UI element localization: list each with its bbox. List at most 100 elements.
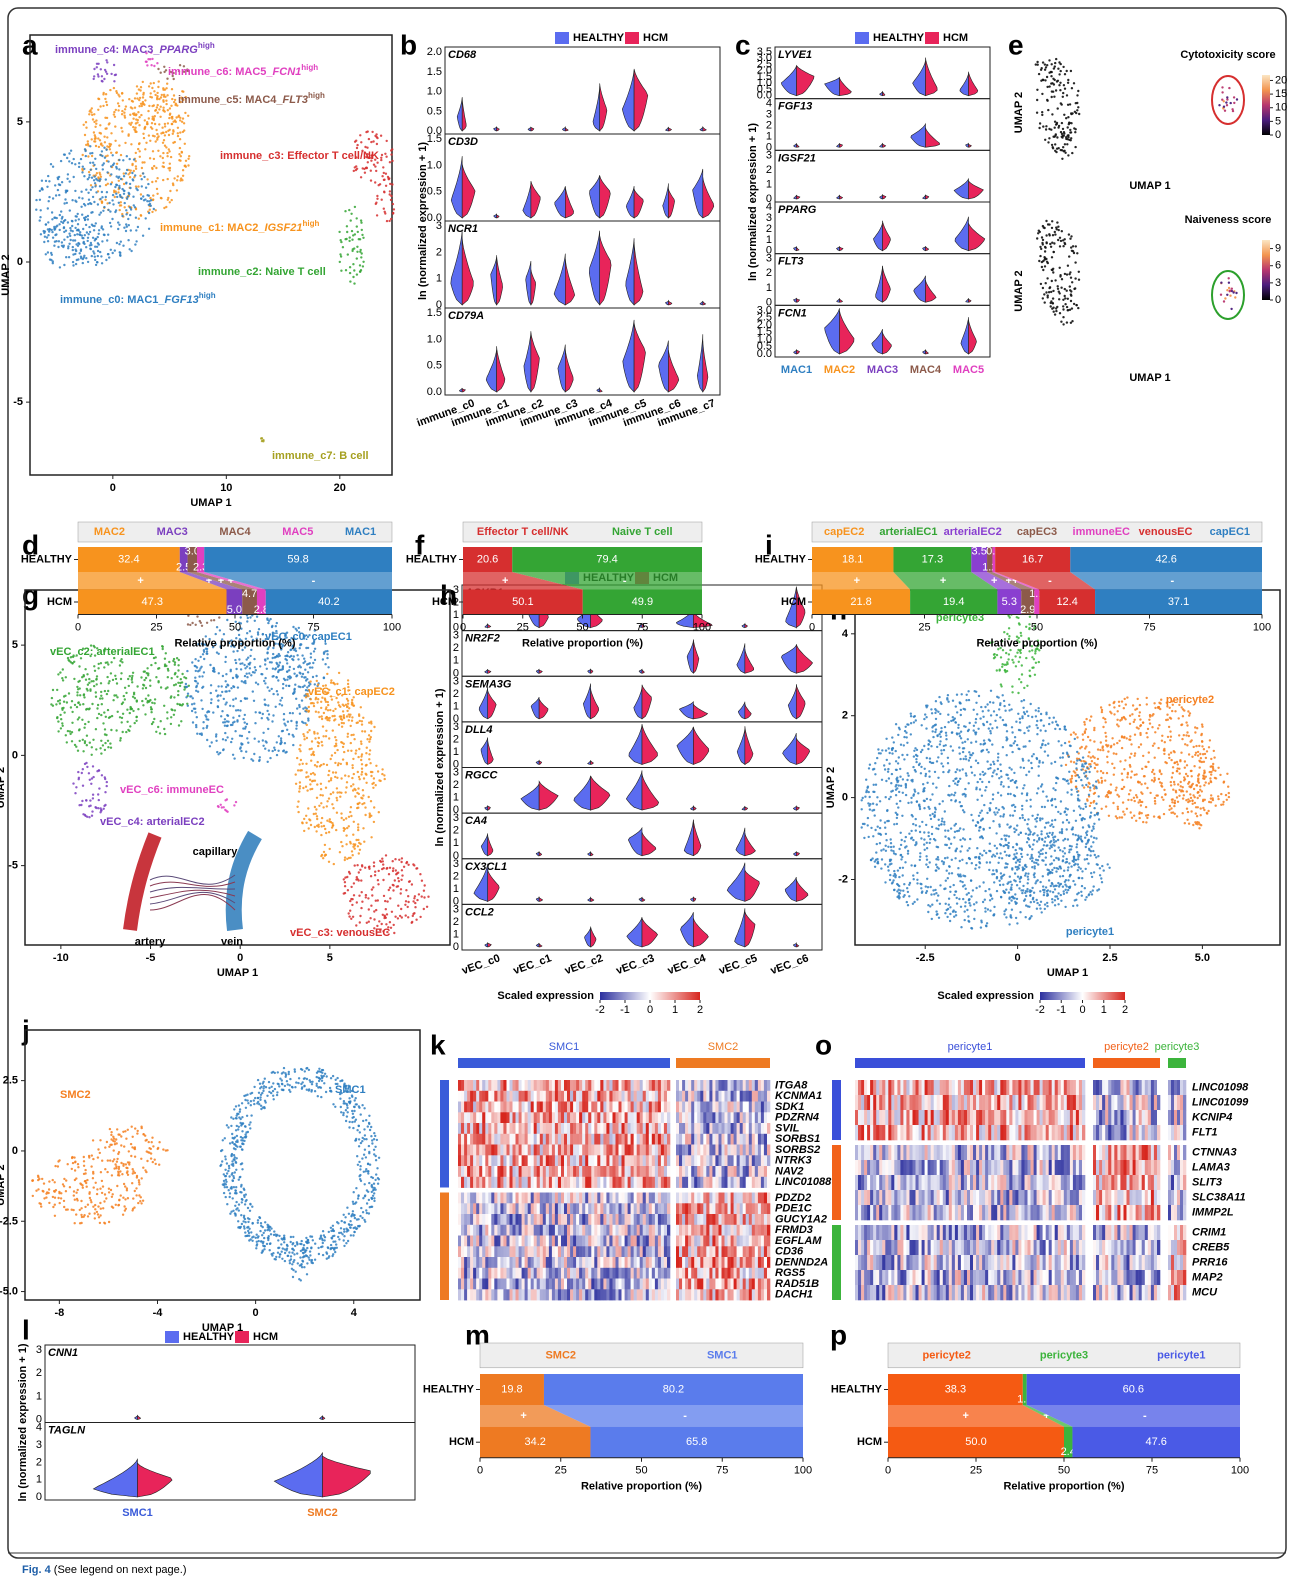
cell-dot xyxy=(68,160,70,162)
panel-label: k xyxy=(430,1030,446,1061)
cell-dot xyxy=(1036,908,1038,910)
cell-dot xyxy=(1136,796,1138,798)
cell-dot xyxy=(362,265,364,267)
cell-dot xyxy=(1201,726,1203,728)
cell-dot xyxy=(995,807,997,809)
cell-dot xyxy=(89,779,91,781)
cell-dot xyxy=(329,848,331,850)
cell-dot xyxy=(261,437,263,439)
cell-dot xyxy=(381,868,383,870)
cell-dot xyxy=(72,264,74,266)
cell-dot xyxy=(325,706,327,708)
cell-dot xyxy=(302,673,304,675)
cell-dot xyxy=(310,824,312,826)
cell-dot xyxy=(249,616,251,618)
cell-dot xyxy=(1137,727,1139,729)
cell-dot xyxy=(287,721,289,723)
cell-dot xyxy=(149,140,151,142)
cell-dot xyxy=(88,226,90,228)
cell-dot xyxy=(368,796,370,798)
cell-dot xyxy=(1053,885,1055,887)
cell-dot xyxy=(888,777,890,779)
cell-dot xyxy=(373,726,375,728)
cell-dot xyxy=(138,142,140,144)
cell-dot xyxy=(1210,758,1212,760)
cell-dot xyxy=(871,809,873,811)
cell-dot xyxy=(140,114,142,116)
cell-dot xyxy=(314,659,316,661)
cell-dot xyxy=(986,861,988,863)
cell-dot xyxy=(286,679,288,681)
cell-dot xyxy=(407,906,409,908)
cell-dot xyxy=(953,916,955,918)
cell-dot xyxy=(157,726,159,728)
cell-dot xyxy=(75,263,77,265)
cell-dot xyxy=(1178,734,1180,736)
cell-dot xyxy=(1011,779,1013,781)
cell-dot xyxy=(1023,687,1025,689)
cell-dot xyxy=(138,218,140,220)
cell-dot xyxy=(421,880,423,882)
cell-dot xyxy=(86,231,88,233)
cell-dot xyxy=(370,800,372,802)
cell-dot xyxy=(74,704,76,706)
cell-dot xyxy=(941,818,943,820)
cell-dot xyxy=(100,714,102,716)
cell-dot xyxy=(129,187,131,189)
cell-dot xyxy=(959,801,961,803)
cell-dot xyxy=(956,711,958,713)
cell-dot xyxy=(1146,736,1148,738)
cell-dot xyxy=(390,218,392,220)
cell-dot xyxy=(240,700,242,702)
cell-dot xyxy=(985,925,987,927)
cell-dot xyxy=(949,920,951,922)
cell-dot xyxy=(151,96,153,98)
cell-dot xyxy=(259,756,261,758)
cell-dot xyxy=(932,783,934,785)
cell-dot xyxy=(174,709,176,711)
cell-dot xyxy=(989,861,991,863)
cell-dot xyxy=(85,127,87,129)
cell-dot xyxy=(169,163,171,165)
cell-dot xyxy=(145,187,147,189)
cell-dot xyxy=(388,873,390,875)
cell-dot xyxy=(138,116,140,118)
cell-dot xyxy=(174,141,176,143)
cell-dot xyxy=(223,698,225,700)
cell-dot xyxy=(979,778,981,780)
cell-dot xyxy=(1203,748,1205,750)
cell-dot xyxy=(911,837,913,839)
cell-dot xyxy=(1201,723,1203,725)
cell-dot xyxy=(1180,781,1182,783)
cell-dot xyxy=(311,748,313,750)
cell-dot xyxy=(293,673,295,675)
cell-dot xyxy=(221,685,223,687)
cell-dot xyxy=(1066,779,1068,781)
cell-dot xyxy=(282,683,284,685)
cell-dot xyxy=(1070,760,1072,762)
cell-dot xyxy=(959,769,961,771)
cell-dot xyxy=(315,698,317,700)
cell-dot xyxy=(984,910,986,912)
cell-dot xyxy=(1113,713,1115,715)
cell-dot xyxy=(92,797,94,799)
cell-dot xyxy=(1090,812,1092,814)
cell-dot xyxy=(895,794,897,796)
cell-dot xyxy=(1093,837,1095,839)
cell-dot xyxy=(90,783,92,785)
cell-dot xyxy=(1178,768,1180,770)
cell-dot xyxy=(1110,712,1112,714)
cell-dot xyxy=(372,787,374,789)
cell-dot xyxy=(978,829,980,831)
cell-dot xyxy=(1092,825,1094,827)
cell-dot xyxy=(155,109,157,111)
cell-dot xyxy=(124,206,126,208)
cell-dot xyxy=(1155,794,1157,796)
cell-dot xyxy=(1044,826,1046,828)
cell-dot xyxy=(1184,822,1186,824)
cell-dot xyxy=(944,844,946,846)
cell-dot xyxy=(897,734,899,736)
cell-dot xyxy=(982,901,984,903)
cell-dot xyxy=(994,845,996,847)
cell-dot xyxy=(254,722,256,724)
